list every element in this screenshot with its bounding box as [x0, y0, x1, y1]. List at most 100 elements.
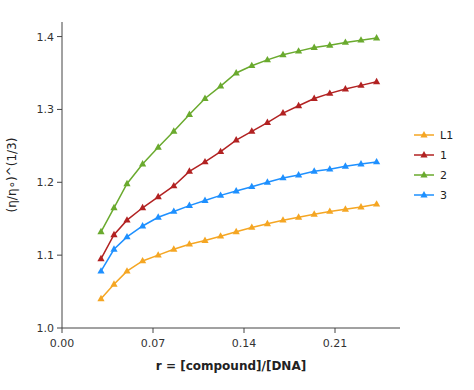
point — [357, 81, 364, 87]
point — [217, 148, 224, 154]
point — [279, 216, 286, 222]
point — [248, 183, 255, 189]
legend-marker — [420, 151, 427, 157]
x-tick-label: 0.07 — [141, 337, 166, 350]
y-tick-label: 1.2 — [37, 176, 55, 189]
series — [97, 78, 380, 261]
point — [110, 280, 117, 286]
point — [311, 44, 318, 50]
point — [97, 267, 104, 273]
point — [295, 171, 302, 177]
point — [357, 36, 364, 42]
y-tick — [57, 182, 62, 183]
point — [155, 143, 162, 149]
x-axis — [62, 328, 400, 329]
point — [186, 111, 193, 117]
legend-marker — [420, 171, 427, 177]
point — [186, 240, 193, 246]
point — [295, 47, 302, 53]
point — [233, 69, 240, 75]
legend: L1123 — [414, 129, 453, 202]
point — [201, 158, 208, 164]
point — [279, 174, 286, 180]
point — [342, 85, 349, 91]
y-tick-label: 1.4 — [37, 31, 55, 44]
point — [186, 202, 193, 208]
point — [110, 245, 117, 251]
point — [233, 136, 240, 142]
series-line — [101, 204, 377, 299]
series — [97, 34, 380, 234]
y-axis — [62, 22, 63, 328]
point — [139, 257, 146, 263]
plot-area — [97, 34, 380, 301]
y-tick — [57, 328, 62, 329]
point — [264, 178, 271, 184]
point — [139, 160, 146, 166]
point — [201, 197, 208, 203]
point — [373, 34, 380, 40]
point — [217, 82, 224, 88]
point — [264, 56, 271, 62]
point — [170, 207, 177, 213]
point — [123, 233, 130, 239]
point — [123, 216, 130, 222]
legend-marker — [420, 131, 427, 137]
series-line — [101, 82, 377, 259]
point — [326, 41, 333, 47]
point — [155, 251, 162, 257]
point — [110, 204, 117, 210]
point — [264, 119, 271, 125]
point — [295, 213, 302, 219]
x-axis-label: r = [compound]/[DNA] — [156, 359, 306, 373]
legend-marker — [420, 191, 427, 197]
point — [201, 237, 208, 243]
point — [342, 38, 349, 44]
point — [248, 223, 255, 229]
point — [139, 204, 146, 210]
point — [110, 231, 117, 237]
point — [326, 207, 333, 213]
y-tick — [57, 255, 62, 256]
point — [97, 295, 104, 301]
x-tick — [153, 328, 154, 333]
point — [155, 193, 162, 199]
point — [170, 182, 177, 188]
point — [311, 167, 318, 173]
point — [248, 127, 255, 133]
series — [97, 158, 380, 274]
point — [357, 203, 364, 209]
y-tick-label: 1.1 — [37, 249, 55, 262]
point — [170, 245, 177, 251]
point — [139, 222, 146, 228]
y-tick — [57, 36, 62, 37]
point — [326, 89, 333, 95]
series-line — [101, 162, 377, 271]
point — [311, 210, 318, 216]
point — [233, 187, 240, 193]
legend-label: 2 — [440, 169, 447, 182]
point — [123, 267, 130, 273]
x-tick — [335, 328, 336, 333]
point — [248, 62, 255, 68]
x-tick — [62, 328, 63, 333]
point — [326, 165, 333, 171]
legend-label: L1 — [440, 129, 453, 142]
point — [357, 160, 364, 166]
point — [97, 228, 104, 234]
point — [186, 167, 193, 173]
point — [373, 78, 380, 84]
point — [311, 95, 318, 101]
point — [217, 191, 224, 197]
x-tick-label: 0.21 — [323, 337, 348, 350]
point — [201, 95, 208, 101]
series-line — [101, 38, 377, 232]
x-tick — [244, 328, 245, 333]
point — [279, 51, 286, 57]
legend-label: 1 — [440, 149, 447, 162]
x-tick-label: 0.00 — [50, 337, 75, 350]
point — [123, 180, 130, 186]
point — [342, 205, 349, 211]
point — [217, 232, 224, 238]
point — [342, 162, 349, 168]
